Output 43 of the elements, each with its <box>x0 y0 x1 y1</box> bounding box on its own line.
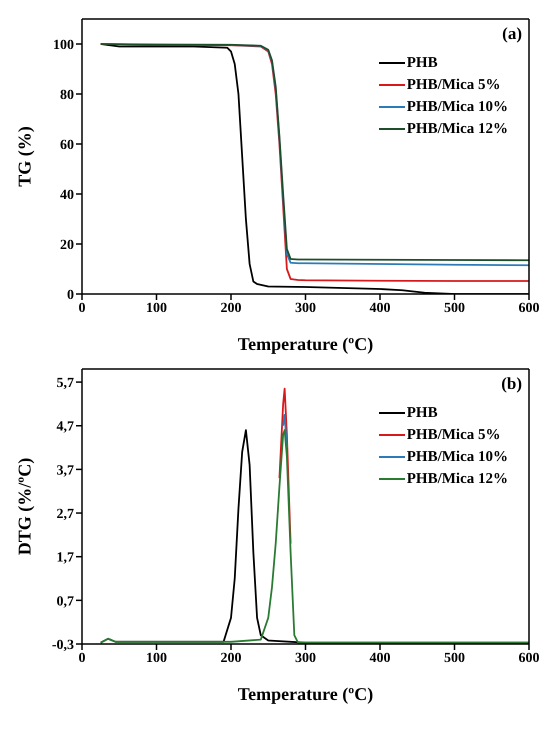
x-tick-label: 100 <box>146 300 167 316</box>
x-axis-title: Temperature (ºC) <box>238 684 374 704</box>
y-tick-label: 0 <box>67 288 74 303</box>
x-tick-label: 400 <box>370 300 390 316</box>
y-tick-label: 3,7 <box>56 463 74 478</box>
y-tick-label: 20 <box>60 238 74 253</box>
x-tick-label: 600 <box>518 300 540 316</box>
y-tick-label: 0,7 <box>56 594 74 610</box>
legend-label: PHB/Mica 5% <box>406 426 500 445</box>
x-tick-label: 500 <box>444 650 465 666</box>
y-axis-title: TG (%) <box>14 126 34 187</box>
legend-label: PHB <box>406 404 438 423</box>
y-axis-title: DTG (%/ºC) <box>14 458 34 556</box>
legend-label: PHB/Mica 5% <box>406 76 500 95</box>
y-tick-label: -0,3 <box>52 638 74 653</box>
line-series <box>230 44 529 266</box>
legend-label: PHB <box>406 54 438 73</box>
x-tick-label: 200 <box>220 300 242 316</box>
legend-label: PHB/Mica 10% <box>406 98 508 117</box>
y-tick-label: 4,7 <box>56 420 74 435</box>
y-tick-label: 60 <box>60 138 74 153</box>
x-tick-label: 300 <box>295 300 316 316</box>
x-tick-label: 0 <box>78 650 86 666</box>
y-tick-label: 40 <box>60 188 74 203</box>
x-tick-label: 400 <box>370 650 390 666</box>
x-tick-label: 500 <box>444 300 465 316</box>
x-tick-label: 300 <box>295 650 316 666</box>
x-tick-label: 100 <box>146 650 167 666</box>
y-tick-label: 100 <box>53 38 74 53</box>
legend-label: PHB/Mica 12% <box>406 120 508 139</box>
line-series <box>278 388 292 545</box>
y-tick-label: 2,7 <box>56 507 74 522</box>
annotation: (b) <box>501 374 522 394</box>
x-tick-label: 200 <box>220 650 242 666</box>
y-tick-label: 1,7 <box>56 550 74 566</box>
legend-label: PHB/Mica 12% <box>406 470 508 489</box>
x-tick-label: 600 <box>518 650 540 666</box>
y-tick-label: 80 <box>60 88 74 103</box>
x-tick-label: 0 <box>78 300 86 316</box>
x-axis-title: Temperature (ºC) <box>238 334 374 354</box>
y-tick-label: 5,7 <box>56 376 74 392</box>
legend-label: PHB/Mica 10% <box>406 448 508 467</box>
annotation: (a) <box>502 24 522 44</box>
